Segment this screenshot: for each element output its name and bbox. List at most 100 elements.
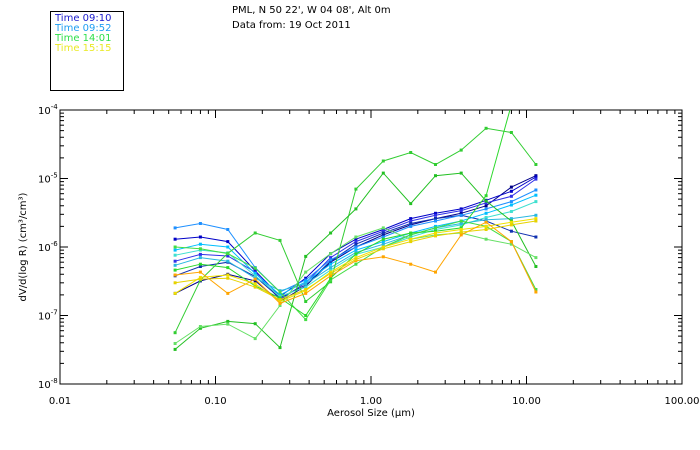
data-point <box>381 242 385 246</box>
data-point <box>381 237 385 241</box>
series-15-15-c <box>173 219 538 302</box>
data-point <box>381 247 385 251</box>
data-point <box>198 270 202 274</box>
data-point <box>409 222 413 225</box>
data-point <box>434 226 437 230</box>
y-tick-label: 10-5 <box>38 172 58 186</box>
data-point <box>354 248 358 252</box>
data-point <box>354 245 358 249</box>
plot-area <box>59 109 683 385</box>
data-point <box>484 204 488 208</box>
data-point <box>534 175 538 179</box>
data-point <box>329 272 333 275</box>
data-point <box>354 207 358 211</box>
x-tick-label: 0.01 <box>49 396 71 407</box>
data-point <box>173 331 177 335</box>
data-point <box>226 245 230 249</box>
data-point <box>173 226 177 230</box>
data-point <box>304 300 308 303</box>
data-point <box>484 224 488 228</box>
data-point <box>329 268 333 272</box>
data-point <box>434 174 437 178</box>
data-point <box>253 322 257 326</box>
data-point <box>173 342 177 345</box>
x-tick-label: 100.00 <box>665 396 700 407</box>
data-point <box>253 279 257 283</box>
data-point <box>484 228 488 231</box>
y-tick-label: 10-7 <box>38 309 58 323</box>
y-tick-label: 10-4 <box>38 103 58 117</box>
data-point <box>409 233 413 237</box>
data-point <box>409 219 413 223</box>
data-point <box>459 228 463 231</box>
data-point <box>534 103 537 106</box>
data-point <box>329 262 333 266</box>
data-point <box>304 291 308 295</box>
data-point <box>409 224 413 228</box>
data-point <box>278 346 282 350</box>
data-point <box>381 226 385 230</box>
data-point <box>409 235 413 239</box>
data-point <box>434 229 437 233</box>
data-point <box>173 291 177 295</box>
data-point <box>409 240 413 244</box>
data-point <box>409 262 413 266</box>
data-point <box>304 276 308 280</box>
data-point <box>509 242 513 246</box>
data-point <box>354 235 358 239</box>
data-point <box>459 230 463 234</box>
data-point <box>484 201 488 205</box>
data-point <box>253 337 257 341</box>
data-point <box>226 273 230 277</box>
data-point <box>304 285 308 289</box>
data-point <box>226 252 230 256</box>
data-point <box>354 187 358 191</box>
series-14-01-b <box>173 171 538 351</box>
data-point <box>459 219 463 223</box>
data-point <box>278 294 282 298</box>
data-point <box>226 322 230 326</box>
data-point <box>459 226 463 230</box>
data-point <box>198 247 202 251</box>
data-point <box>484 126 488 130</box>
data-point <box>304 280 308 284</box>
data-point <box>198 222 202 225</box>
series-09-10-c <box>173 177 538 302</box>
data-point <box>304 288 308 291</box>
series-15-15-a <box>173 217 538 303</box>
data-point <box>329 252 333 256</box>
data-point <box>509 217 513 221</box>
site-header: PML, N 50 22', W 04 08', Alt 0m <box>232 5 391 16</box>
data-point <box>381 159 385 163</box>
data-point <box>198 262 202 266</box>
data-point <box>278 301 282 305</box>
data-point <box>381 255 385 259</box>
data-point <box>278 290 282 294</box>
data-point <box>173 263 177 267</box>
data-point <box>198 256 202 260</box>
data-point <box>534 288 538 291</box>
data-point <box>534 235 538 239</box>
data-point <box>304 254 308 258</box>
data-point <box>434 270 437 274</box>
data-point <box>278 300 282 303</box>
data-point <box>354 252 358 256</box>
data-point <box>381 171 385 175</box>
x-axis-label: Aerosol Size (µm) <box>327 408 415 419</box>
data-point <box>509 203 513 207</box>
data-point <box>253 274 257 278</box>
data-point <box>534 177 538 181</box>
data-point <box>459 211 463 215</box>
data-point <box>409 237 413 241</box>
data-point <box>459 148 463 152</box>
data-point <box>304 282 308 286</box>
data-point <box>278 304 282 307</box>
data-point <box>509 210 513 213</box>
data-point <box>198 265 202 268</box>
data-point <box>253 282 257 286</box>
data-point <box>484 218 488 222</box>
data-point <box>198 235 202 239</box>
data-point <box>198 325 202 328</box>
data-point <box>198 252 202 256</box>
data-point <box>304 270 308 274</box>
